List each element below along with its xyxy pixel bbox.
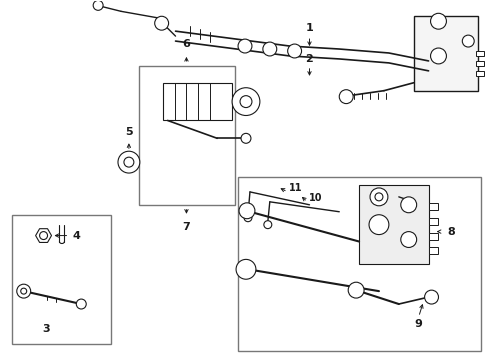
Circle shape [93,0,103,10]
Circle shape [241,133,250,143]
Bar [427,233,438,239]
Text: 9: 9 [414,319,422,329]
Text: 11: 11 [288,183,302,193]
Bar [12,215,111,344]
Circle shape [263,42,276,56]
Text: 5: 5 [125,127,132,138]
Circle shape [244,214,251,222]
Text: 7: 7 [182,222,190,231]
Bar [475,51,483,56]
Text: 1: 1 [305,23,313,33]
Circle shape [339,90,352,104]
Text: 10: 10 [308,193,322,203]
Circle shape [461,35,473,47]
Text: 4: 4 [72,230,80,240]
Circle shape [374,193,382,201]
Circle shape [424,290,438,304]
Bar [358,185,427,264]
Circle shape [347,282,364,298]
Bar [475,61,483,66]
Circle shape [287,44,301,58]
Circle shape [239,203,254,219]
Circle shape [238,39,251,53]
Bar [163,83,232,121]
Circle shape [369,188,387,206]
Circle shape [17,284,31,298]
Circle shape [123,157,134,167]
Bar [427,203,438,210]
Circle shape [118,151,140,173]
Bar [475,71,483,76]
Circle shape [154,16,168,30]
Circle shape [429,48,446,64]
Circle shape [400,197,416,213]
Circle shape [232,88,259,116]
Bar [238,177,480,351]
Circle shape [240,96,251,108]
Circle shape [76,299,86,309]
Circle shape [429,13,446,29]
Text: 8: 8 [447,226,454,237]
Circle shape [264,221,271,229]
Text: 2: 2 [305,54,313,64]
Polygon shape [36,229,51,242]
Bar [427,247,438,255]
Bar [413,198,425,205]
Circle shape [400,231,416,247]
Circle shape [40,231,47,239]
Circle shape [20,288,27,294]
Text: 6: 6 [182,39,190,49]
Text: 3: 3 [42,324,50,334]
Bar [413,16,477,91]
Bar [427,218,438,225]
Circle shape [368,215,388,235]
Bar [139,66,235,205]
Circle shape [236,260,255,279]
